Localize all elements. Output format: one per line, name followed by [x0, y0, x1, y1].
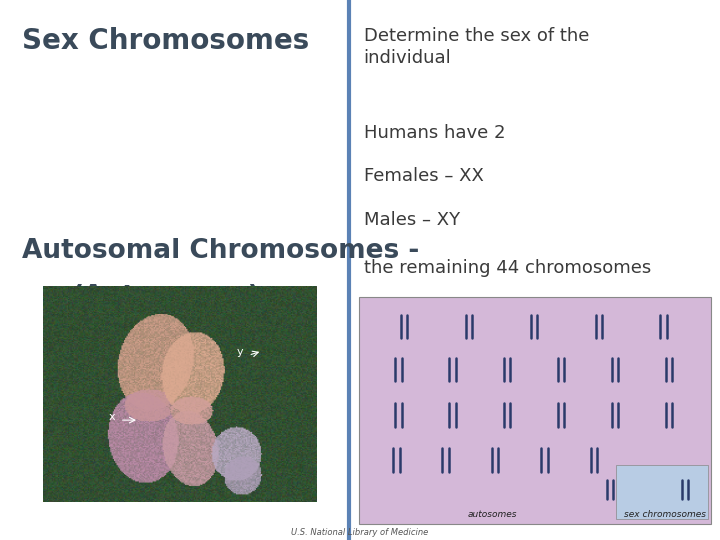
Text: sex chromosomes: sex chromosomes — [624, 510, 706, 519]
FancyBboxPatch shape — [616, 465, 708, 519]
Text: Sex Chromosomes: Sex Chromosomes — [22, 27, 309, 55]
Text: Humans have 2: Humans have 2 — [364, 124, 505, 142]
Text: (Autosomes): (Autosomes) — [72, 284, 261, 309]
Text: autosomes: autosomes — [468, 510, 518, 519]
Text: Determine the sex of the
individual: Determine the sex of the individual — [364, 27, 589, 67]
Text: Autosomal Chromosomes -: Autosomal Chromosomes - — [22, 238, 419, 264]
Text: Females – XX: Females – XX — [364, 167, 483, 185]
Text: Males – XY: Males – XY — [364, 211, 460, 228]
FancyBboxPatch shape — [359, 297, 711, 524]
Text: the remaining 44 chromosomes: the remaining 44 chromosomes — [364, 259, 651, 277]
Text: that are not sex chromosomes..: that are not sex chromosomes.. — [364, 300, 650, 318]
Text: U.S. National Library of Medicine: U.S. National Library of Medicine — [292, 528, 428, 537]
